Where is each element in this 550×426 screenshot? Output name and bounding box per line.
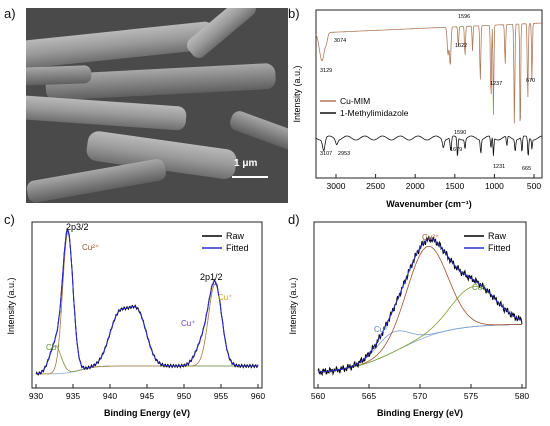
c-tick-label: 950 bbox=[177, 391, 191, 401]
panel-b-label: b) bbox=[288, 6, 300, 21]
peak-3129: 3129 bbox=[320, 68, 332, 74]
d-tick-label: 580 bbox=[515, 391, 529, 401]
panel-a-label: a) bbox=[4, 6, 16, 21]
ir-y-label: Intensity (a.u.) bbox=[292, 65, 302, 122]
c-x-ticks: 930 935 940 945 950 955 960 bbox=[29, 384, 265, 401]
peak-1622: 1622 bbox=[455, 43, 467, 49]
ir-tick-label: 3000 bbox=[327, 181, 346, 191]
panel-c-label: c) bbox=[4, 212, 15, 227]
c-background-line bbox=[36, 365, 258, 375]
ir-plot-frame bbox=[315, 9, 543, 179]
c-label-2p12: 2p1/2 bbox=[200, 272, 223, 282]
d-x-label: Binding Energy (eV) bbox=[377, 408, 463, 418]
sem-rods bbox=[26, 8, 288, 203]
ir-x-ticks: 3000 2500 2000 1500 1000 500 bbox=[327, 174, 541, 191]
sem-image: 1 μm bbox=[26, 8, 288, 203]
c-line-fitted bbox=[36, 228, 258, 375]
c-tick-label: 935 bbox=[66, 391, 80, 401]
ir-tick-label: 1500 bbox=[445, 181, 464, 191]
c-legend-label-raw: Raw bbox=[226, 231, 245, 241]
ir-tick-label: 2000 bbox=[406, 181, 425, 191]
peak-1237: 1237 bbox=[490, 81, 502, 87]
c-legend: Raw Fitted bbox=[202, 231, 249, 253]
peak-2953: 2953 bbox=[338, 151, 350, 157]
ir-tick-label: 1000 bbox=[485, 181, 504, 191]
peak-670: 670 bbox=[526, 78, 535, 84]
d-y-label: Intensity (a.u.) bbox=[288, 277, 298, 334]
d-component-cu0 bbox=[318, 324, 522, 373]
d-tick-label: 575 bbox=[464, 391, 478, 401]
c-legend-label-fitted: Fitted bbox=[226, 243, 249, 253]
peak-1679: 1679 bbox=[450, 147, 462, 153]
ir-tick-label: 2500 bbox=[366, 181, 385, 191]
c-tick-label: 960 bbox=[251, 391, 265, 401]
ir-tick-label: 500 bbox=[527, 181, 541, 191]
ir-chart: 3000 2500 2000 1500 1000 500 Cu-MIM 1-Methyli… bbox=[292, 9, 543, 209]
c-tick-label: 940 bbox=[103, 391, 117, 401]
peak-1596: 1596 bbox=[458, 14, 470, 20]
ir-legend: Cu-MIM 1-Methylimidazole bbox=[320, 96, 409, 118]
ir-line-cu-mim bbox=[315, 22, 542, 124]
d-line-raw bbox=[317, 236, 523, 377]
d-component-cu1 bbox=[318, 286, 523, 373]
d-tick-label: 570 bbox=[413, 391, 427, 401]
c-line-raw bbox=[35, 227, 259, 376]
c-tick-label: 945 bbox=[140, 391, 154, 401]
c-label-cu2: Cu²⁺ bbox=[82, 243, 99, 252]
d-label-cu0: Cu⁰ bbox=[374, 325, 387, 334]
d-legend-label-fitted: Fitted bbox=[488, 243, 511, 253]
panel-d-label: d) bbox=[288, 212, 300, 227]
d-component-cu2 bbox=[318, 246, 522, 373]
c-x-label: Binding Energy (eV) bbox=[104, 408, 190, 418]
c-label-cu1-left: Cu⁺ bbox=[46, 343, 60, 352]
d-label-cu2: Cu²⁺ bbox=[422, 233, 439, 242]
peak-1590: 1590 bbox=[454, 130, 466, 136]
ir-line-methylimidazole bbox=[315, 135, 543, 156]
scale-bar bbox=[232, 176, 268, 178]
d-legend: Raw Fitted bbox=[464, 231, 511, 253]
d-legend-label-raw: Raw bbox=[488, 231, 507, 241]
d-line-fitted bbox=[318, 238, 523, 373]
d-label-cu1: Cu⁺ bbox=[472, 283, 486, 292]
c-label-cu1-right: Cu⁺ bbox=[218, 293, 232, 302]
d-background-line bbox=[318, 324, 522, 373]
c-label-cu1-mid: Cu⁺ bbox=[181, 319, 195, 328]
c-tick-label: 955 bbox=[214, 391, 228, 401]
legend-label-cu-mim: Cu-MIM bbox=[340, 96, 370, 106]
peak-665: 665 bbox=[522, 166, 531, 172]
c-component-peaks-2 bbox=[36, 231, 258, 375]
ir-x-label: Wavenumber (cm⁻¹) bbox=[386, 199, 471, 209]
peak-1231: 1231 bbox=[493, 164, 505, 170]
scale-bar-label: 1 μm bbox=[234, 158, 258, 169]
d-x-ticks: 560 565 570 575 580 bbox=[311, 384, 529, 401]
d-tick-label: 565 bbox=[362, 391, 376, 401]
xps-cu-lmm-chart: 560 565 570 575 580 Raw Fitted Cu²⁺ Cu⁺ Cu⁰ … bbox=[288, 221, 529, 418]
peak-3074: 3074 bbox=[334, 38, 346, 44]
ir-peak-labels: 3129 3074 1596 1622 1237 670 3107 2953 1… bbox=[320, 14, 535, 172]
c-label-2p32: 2p3/2 bbox=[66, 222, 89, 232]
peak-3107: 3107 bbox=[320, 151, 332, 157]
xps-cu2p-chart: 930 935 940 945 950 955 960 Raw Fitted 2p3/2 C… bbox=[6, 221, 265, 418]
c-tick-label: 930 bbox=[29, 391, 43, 401]
c-y-label: Intensity (a.u.) bbox=[6, 277, 16, 334]
d-tick-label: 560 bbox=[311, 391, 325, 401]
legend-label-methylimidazole: 1-Methylimidazole bbox=[340, 108, 409, 118]
